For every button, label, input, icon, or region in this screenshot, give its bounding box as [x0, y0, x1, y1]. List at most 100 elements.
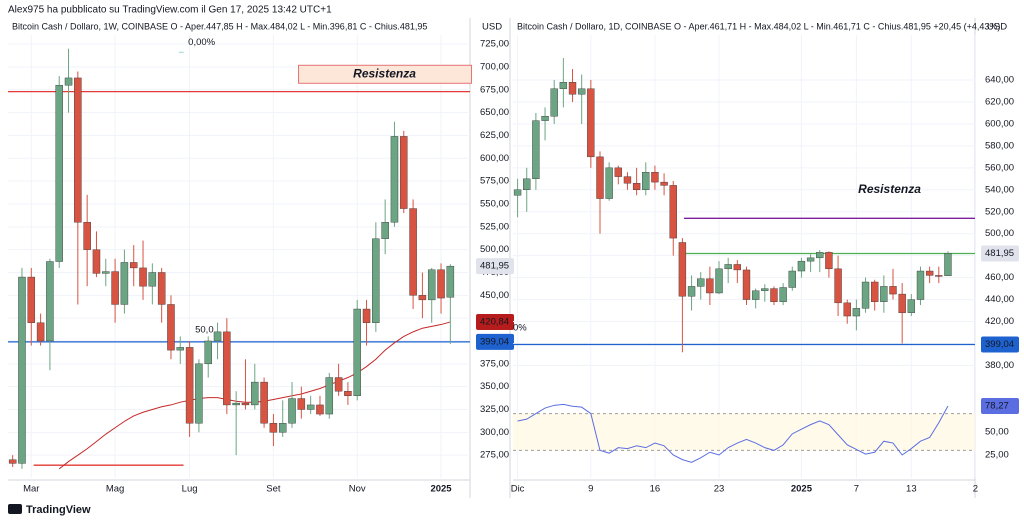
candle-body	[316, 404, 324, 415]
x-tick-label: 13	[906, 484, 917, 495]
x-tick-label: Mar	[23, 484, 39, 495]
candle-body	[834, 268, 842, 304]
y-tick-label: 625,00	[480, 130, 509, 141]
candle-body	[185, 347, 194, 424]
candle-body	[111, 271, 119, 305]
note: 0,00%	[188, 37, 215, 48]
candle-body	[523, 178, 531, 190]
candle-body	[651, 172, 659, 183]
candle-body	[381, 222, 389, 239]
candle-body	[157, 272, 166, 305]
candle-body	[8, 459, 17, 464]
x-tick-label: Nov	[349, 484, 366, 495]
candle-body	[816, 252, 824, 259]
candle-body	[120, 262, 129, 305]
y-tick-label: 700,00	[480, 61, 509, 72]
y-tick-label: 600,00	[985, 118, 1014, 129]
candle-body	[742, 269, 751, 300]
y-tick-label: 620,00	[985, 96, 1014, 107]
candle-body	[418, 295, 427, 301]
candle-body	[944, 253, 952, 276]
rsi-tick-label: 50,00	[985, 427, 1009, 438]
candle-body	[871, 281, 879, 302]
candle-body	[195, 363, 203, 424]
candle-body	[660, 181, 668, 186]
candle-body	[241, 402, 250, 406]
candle-body	[825, 252, 833, 270]
y-tick-label: 350,00	[480, 381, 509, 392]
candle-body	[935, 275, 943, 277]
candle-body	[605, 167, 613, 199]
candle-body	[724, 264, 732, 270]
candle-body	[925, 270, 934, 276]
candle-body	[260, 381, 268, 424]
candle-body	[232, 402, 240, 406]
candle-body	[642, 172, 650, 190]
candle-body	[139, 267, 147, 287]
candle-body	[715, 268, 723, 294]
x-tick-label: Lug	[182, 484, 198, 495]
y-tick-label: 550,00	[480, 198, 509, 209]
candle-body	[779, 287, 787, 302]
candle-body	[409, 208, 417, 296]
note: 50,0	[195, 325, 214, 336]
author-line: Alex975 ha pubblicato su TradingView.com…	[8, 5, 332, 16]
candle-body	[344, 391, 352, 396]
candle-body	[614, 167, 622, 177]
y-tick-label: 560,00	[985, 162, 1014, 173]
chart-title: Bitcoin Cash / Dollaro, 1D, COINBASE O -…	[517, 21, 1000, 31]
y-tick-label: 640,00	[985, 75, 1014, 86]
price-label-box	[476, 258, 514, 275]
y-tick-label: 325,00	[480, 404, 509, 415]
candle-body	[843, 302, 851, 317]
candle-body	[334, 377, 343, 392]
rsi-line	[517, 403, 949, 463]
candle-body	[751, 290, 760, 300]
price-label: 420,84	[480, 316, 509, 327]
y-tick-label: 420,00	[985, 316, 1014, 327]
candle-body	[797, 260, 806, 272]
brand: TradingView	[26, 504, 91, 516]
candle-body	[372, 238, 380, 323]
price-label: 481,95	[985, 248, 1014, 259]
candle-body	[632, 183, 641, 190]
y-tick-label: 300,00	[480, 427, 509, 438]
y-tick-label: 725,00	[480, 39, 509, 50]
price-label: 399,04	[985, 339, 1014, 350]
x-tick-label: 2025	[791, 484, 813, 495]
y-tick-label: 525,00	[480, 221, 509, 232]
annotation: Resistenza	[353, 66, 416, 80]
candle-body	[204, 340, 212, 365]
candle-body	[761, 288, 769, 291]
x-tick-label: Dic	[511, 484, 525, 495]
candle-body	[733, 264, 742, 271]
y-tick-label: 520,00	[985, 206, 1014, 217]
candle-body	[129, 262, 138, 269]
candle-body	[362, 308, 371, 323]
candle-body	[568, 82, 577, 95]
candle-body	[587, 88, 595, 158]
candle-body	[916, 270, 925, 300]
y-tick-label: 380,00	[985, 360, 1014, 371]
candle-body	[541, 116, 549, 121]
candle-body	[400, 136, 408, 209]
candle-body	[697, 278, 705, 287]
candle-body	[687, 286, 696, 297]
candle-body	[532, 120, 540, 180]
candle-body	[176, 347, 185, 351]
x-tick-label: 7	[854, 484, 859, 495]
candle-body	[770, 288, 778, 302]
candle-body	[706, 278, 714, 294]
y-tick-label: 580,00	[985, 140, 1014, 151]
candle-body	[427, 269, 436, 301]
candle-body	[559, 82, 568, 89]
price-label: 399,04	[480, 336, 509, 347]
candle-body	[513, 189, 522, 196]
y-tick-label: 575,00	[480, 176, 509, 187]
candle-body	[852, 308, 861, 317]
note: 0%	[513, 323, 527, 334]
candle-body	[18, 276, 26, 464]
candle-body	[92, 249, 101, 274]
annotation-box	[298, 64, 473, 84]
